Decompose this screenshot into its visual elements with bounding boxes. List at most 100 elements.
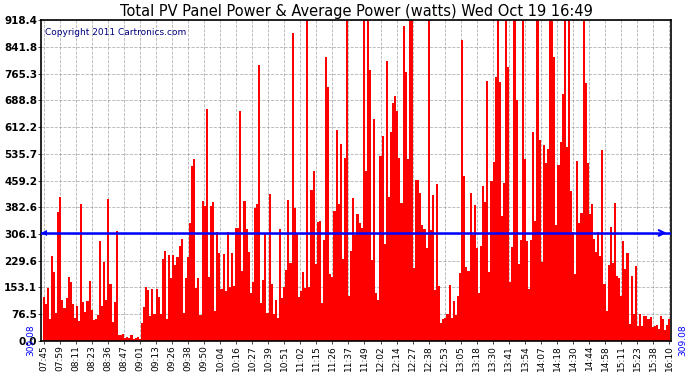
Bar xyxy=(252,282,254,341)
Bar xyxy=(614,204,616,341)
Bar xyxy=(476,248,478,341)
Bar xyxy=(398,158,400,341)
Bar xyxy=(568,20,570,341)
Bar xyxy=(216,232,218,341)
Bar xyxy=(99,241,101,341)
Bar xyxy=(294,208,296,341)
Bar xyxy=(315,264,317,341)
Bar xyxy=(235,228,237,341)
Bar xyxy=(339,144,342,341)
Bar xyxy=(660,316,662,341)
Bar xyxy=(357,214,359,341)
Bar xyxy=(300,291,302,341)
Bar xyxy=(442,319,444,341)
Bar xyxy=(110,284,112,341)
Bar xyxy=(551,20,553,341)
Bar xyxy=(530,240,532,341)
Bar xyxy=(369,70,371,341)
Bar xyxy=(426,249,428,341)
Bar xyxy=(116,231,118,341)
Bar xyxy=(229,287,231,341)
Bar xyxy=(164,251,166,341)
Bar xyxy=(643,316,645,341)
Bar xyxy=(270,284,273,341)
Bar xyxy=(57,212,59,341)
Bar xyxy=(233,286,235,341)
Bar xyxy=(141,322,143,341)
Bar xyxy=(589,214,591,341)
Bar xyxy=(128,338,130,341)
Bar xyxy=(618,278,620,341)
Bar xyxy=(413,268,415,341)
Bar xyxy=(82,302,84,341)
Bar xyxy=(283,288,285,341)
Bar xyxy=(509,282,511,341)
Bar xyxy=(586,164,589,341)
Bar xyxy=(222,254,225,341)
Bar xyxy=(436,184,438,341)
Bar xyxy=(317,222,319,341)
Bar xyxy=(453,301,455,341)
Bar xyxy=(155,289,157,341)
Bar xyxy=(582,20,584,341)
Bar xyxy=(486,81,489,341)
Bar xyxy=(499,81,501,341)
Bar xyxy=(448,285,451,341)
Title: Total PV Panel Power & Average Power (watts) Wed Oct 19 16:49: Total PV Panel Power & Average Power (wa… xyxy=(120,4,593,19)
Bar xyxy=(658,328,660,341)
Bar xyxy=(333,211,335,341)
Bar xyxy=(90,310,92,341)
Bar xyxy=(365,171,367,341)
Bar xyxy=(260,303,262,341)
Bar xyxy=(480,246,482,341)
Bar xyxy=(197,278,199,341)
Bar xyxy=(411,20,413,341)
Bar xyxy=(526,242,528,341)
Bar xyxy=(212,202,214,341)
Bar xyxy=(597,232,600,341)
Bar xyxy=(285,270,288,341)
Bar xyxy=(503,183,505,341)
Bar xyxy=(622,240,624,341)
Bar xyxy=(74,318,76,341)
Bar xyxy=(181,239,183,341)
Bar xyxy=(469,194,471,341)
Bar xyxy=(80,204,82,341)
Bar xyxy=(256,204,258,341)
Bar xyxy=(310,190,313,341)
Bar xyxy=(576,161,578,341)
Bar xyxy=(104,262,106,341)
Bar xyxy=(308,286,310,341)
Bar xyxy=(653,326,656,341)
Bar xyxy=(166,319,168,341)
Bar xyxy=(639,314,641,341)
Bar xyxy=(208,277,210,341)
Bar xyxy=(406,159,408,341)
Bar xyxy=(520,240,522,341)
Bar xyxy=(199,315,201,341)
Bar xyxy=(206,109,208,341)
Bar xyxy=(49,319,51,341)
Bar xyxy=(572,232,574,341)
Bar xyxy=(168,255,170,341)
Bar xyxy=(491,181,493,341)
Bar xyxy=(438,286,440,341)
Bar xyxy=(633,314,635,341)
Bar xyxy=(112,322,114,341)
Bar xyxy=(275,300,277,341)
Bar xyxy=(645,316,647,341)
Bar xyxy=(306,20,308,341)
Bar xyxy=(47,288,49,341)
Bar xyxy=(337,204,339,341)
Bar xyxy=(606,310,608,341)
Bar xyxy=(384,244,386,341)
Bar xyxy=(558,165,560,341)
Bar xyxy=(662,320,664,341)
Bar xyxy=(43,297,45,341)
Bar xyxy=(120,335,122,341)
Bar xyxy=(183,313,185,341)
Bar xyxy=(153,314,155,341)
Bar xyxy=(484,202,486,341)
Bar xyxy=(539,140,541,341)
Bar xyxy=(543,145,545,341)
